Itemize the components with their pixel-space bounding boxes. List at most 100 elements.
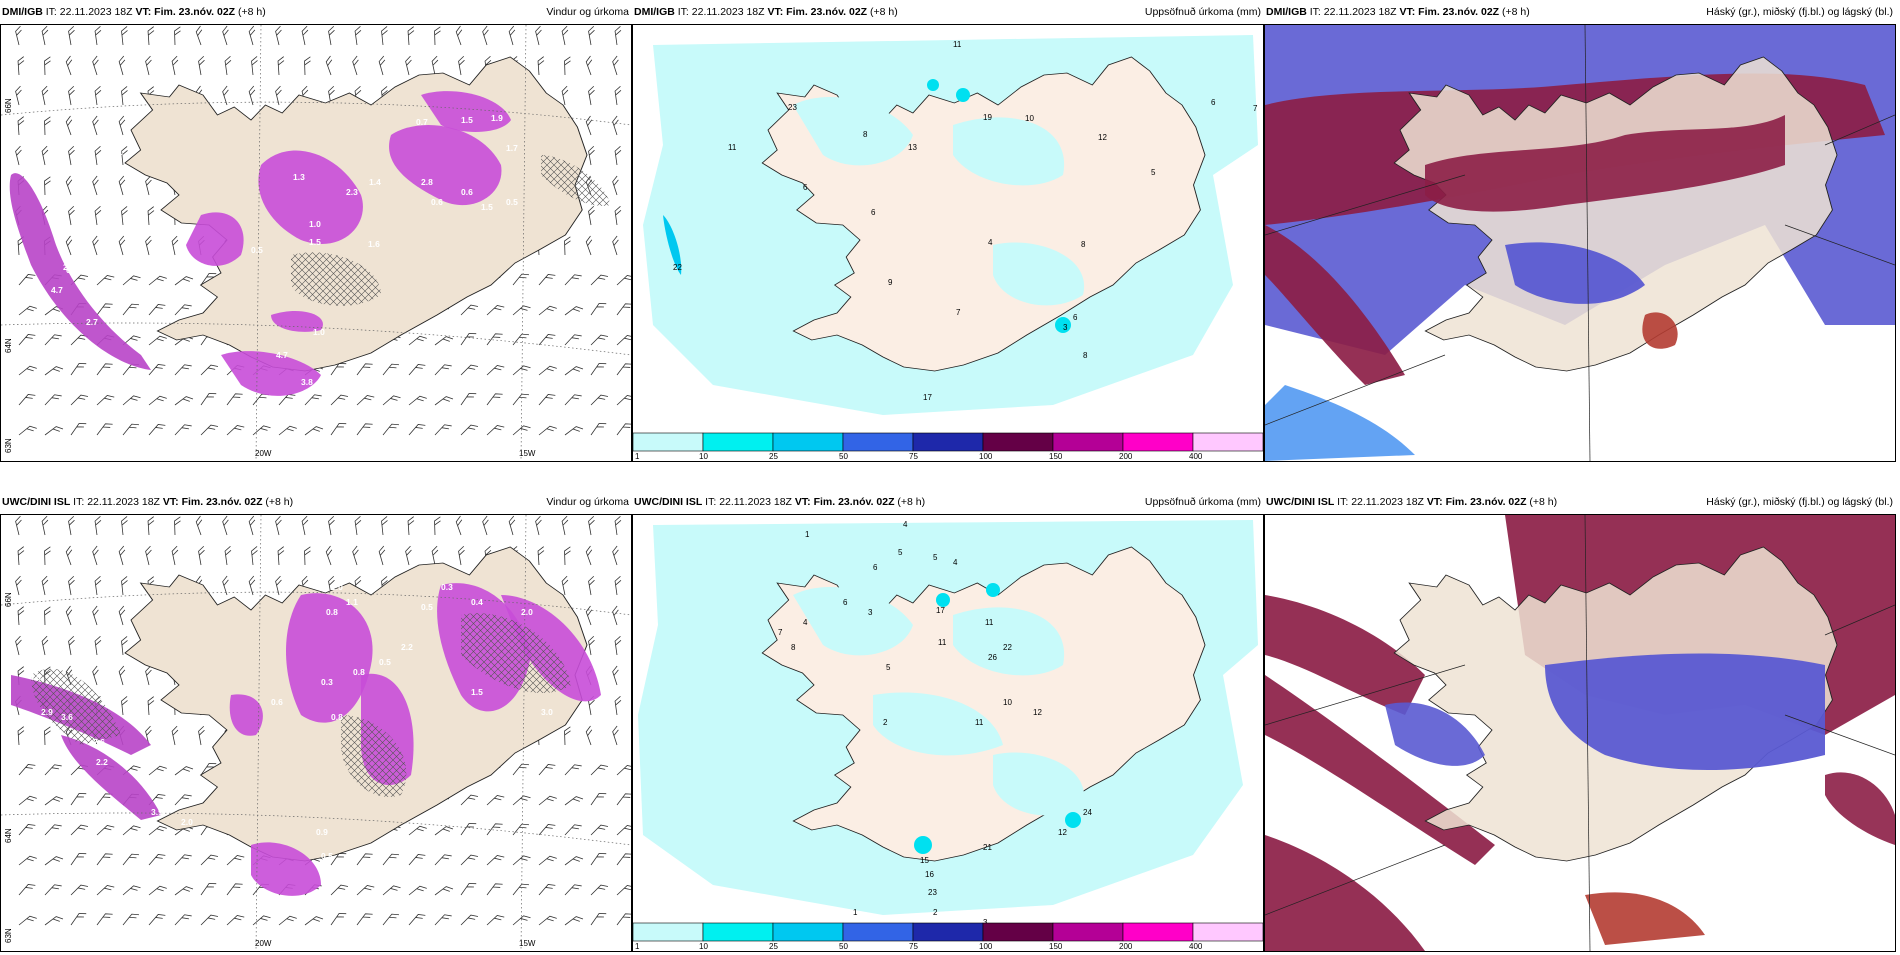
wind-barb: [564, 426, 584, 436]
accum-value: 4: [803, 618, 808, 627]
wind-barb: [585, 115, 593, 136]
wind-barb: [41, 145, 49, 166]
wind-barb: [94, 516, 102, 536]
wind-barb: [434, 26, 441, 46]
wind-barb: [68, 635, 75, 656]
wind-barb: [486, 915, 505, 926]
precip-value: 1.3: [293, 172, 305, 182]
wind-barb: [330, 394, 349, 406]
wind-barb: [512, 855, 531, 866]
wind-barb: [44, 916, 64, 926]
precip-value: 0.8: [326, 607, 338, 617]
precip-value: 3.6: [61, 712, 73, 722]
panel-header: DMI/IGB IT: 22.11.2023 18Z VT: Fim. 23.n…: [1266, 6, 1893, 18]
colorbar-tick: 1: [635, 942, 640, 951]
wind-barb: [538, 425, 557, 436]
wind-barb: [561, 85, 569, 106]
wind-barb: [512, 425, 531, 436]
wind-barb: [121, 146, 128, 166]
hatch-area: [31, 668, 121, 745]
wind-barb: [590, 334, 609, 346]
accum-value: 8: [1083, 351, 1088, 360]
wind-barb: [512, 915, 531, 926]
hatch-area: [291, 252, 381, 306]
accum-value: 8: [863, 130, 868, 139]
wind-barb: [70, 853, 87, 866]
wind-barb: [70, 824, 89, 836]
accum-value: 7: [956, 308, 961, 317]
wind-barb: [616, 825, 631, 836]
wind-precip-map[interactable]: 0.3 0.4 2.0 0.5 1.0 1.1 0.8 0.3 0.5 2.2 1.5 0.8 4.0 2…: [0, 514, 632, 952]
wind-barb: [590, 274, 609, 286]
wind-barb: [222, 575, 229, 596]
wind-barb: [15, 515, 22, 536]
wind-barb: [405, 545, 412, 566]
wind-barb: [226, 883, 243, 896]
wind-barb: [612, 175, 619, 196]
lat-label-63n: 63N: [4, 438, 13, 453]
precip-value: 2.6: [93, 737, 105, 747]
wind-barb: [561, 575, 569, 596]
wind-barb: [171, 235, 179, 256]
wind-barb: [408, 825, 427, 836]
wind-barb: [122, 913, 140, 926]
wind-barb: [275, 575, 282, 596]
wind-barb: [171, 545, 179, 566]
wind-barb: [147, 696, 155, 716]
wind-barb: [96, 423, 113, 436]
wind-barb: [537, 56, 545, 76]
wind-barb: [226, 855, 245, 866]
wind-barb: [538, 334, 556, 346]
wind-barb: [18, 334, 36, 346]
precip-value: 2.8: [421, 177, 433, 187]
precip-value: 2.7: [86, 317, 98, 327]
cloud-cover-map[interactable]: [1264, 24, 1896, 462]
wind-barb: [148, 885, 167, 896]
accum-precip-map[interactable]: 11 6 7 23 11 8 13 19 10 12 5 6 6 9 22 4 7 8 6 3 17 8 1 10 25 50 7…: [632, 24, 1264, 462]
accum-value: 5: [1151, 168, 1156, 177]
accum-value: 6: [1211, 98, 1216, 107]
wind-barb: [275, 25, 282, 46]
wind-barb: [354, 516, 362, 536]
colorbar-swatch: [1052, 922, 1124, 942]
accum-value: 23: [788, 103, 797, 112]
wind-barb: [328, 25, 335, 46]
wind-barb: [538, 795, 557, 806]
accum-value: 3: [1063, 323, 1068, 332]
precip-value: 0.8: [331, 712, 343, 722]
wind-barb: [44, 334, 62, 346]
accum-precip-map[interactable]: 1 4 5 6 5 4 3 6 4 5 8 7 2 11 17 11 22 10 12 26 11 15 16 23 21 12 2…: [632, 514, 1264, 952]
wind-barb: [460, 393, 477, 406]
wind-barb: [512, 393, 530, 406]
wind-barb: [44, 426, 64, 436]
precip-area: [221, 351, 321, 396]
wind-barb: [224, 546, 232, 566]
wind-barb: [328, 85, 335, 106]
precip-value: 0.7: [416, 117, 428, 127]
wind-precip-map[interactable]: 0.7 1.5 1.9 1.7 2.3 1.3 0.5 2.8 1.5 0.6 1.4 1.0 1.5 1…: [0, 24, 632, 462]
accum-value: 6: [873, 563, 878, 572]
wind-barb: [122, 335, 141, 346]
colorbar: 1 10 25 50 75 100 150 200 400: [633, 922, 1263, 951]
accum-value: 5: [898, 548, 903, 557]
wind-barb: [408, 424, 426, 436]
wind-barb: [18, 855, 37, 866]
accum-value: 6: [843, 598, 848, 607]
wind-barb: [356, 885, 375, 896]
wind-barb: [588, 145, 595, 166]
wind-barb: [222, 85, 229, 106]
wind-barb: [94, 146, 102, 166]
wind-barb: [70, 274, 89, 286]
wind-barb: [41, 575, 49, 596]
colorbar-swatch: [1122, 432, 1194, 452]
wind-barb: [590, 303, 607, 316]
wind-barb: [17, 726, 25, 746]
accum-value: 22: [673, 263, 682, 272]
cloud-cover-map[interactable]: [1264, 514, 1896, 952]
wind-barb: [148, 825, 167, 836]
wind-barb: [352, 55, 359, 76]
wind-barb: [460, 794, 479, 806]
precip-value: 1.7: [506, 143, 518, 153]
high-cloud: [1425, 115, 1785, 212]
wind-barb: [44, 56, 51, 76]
